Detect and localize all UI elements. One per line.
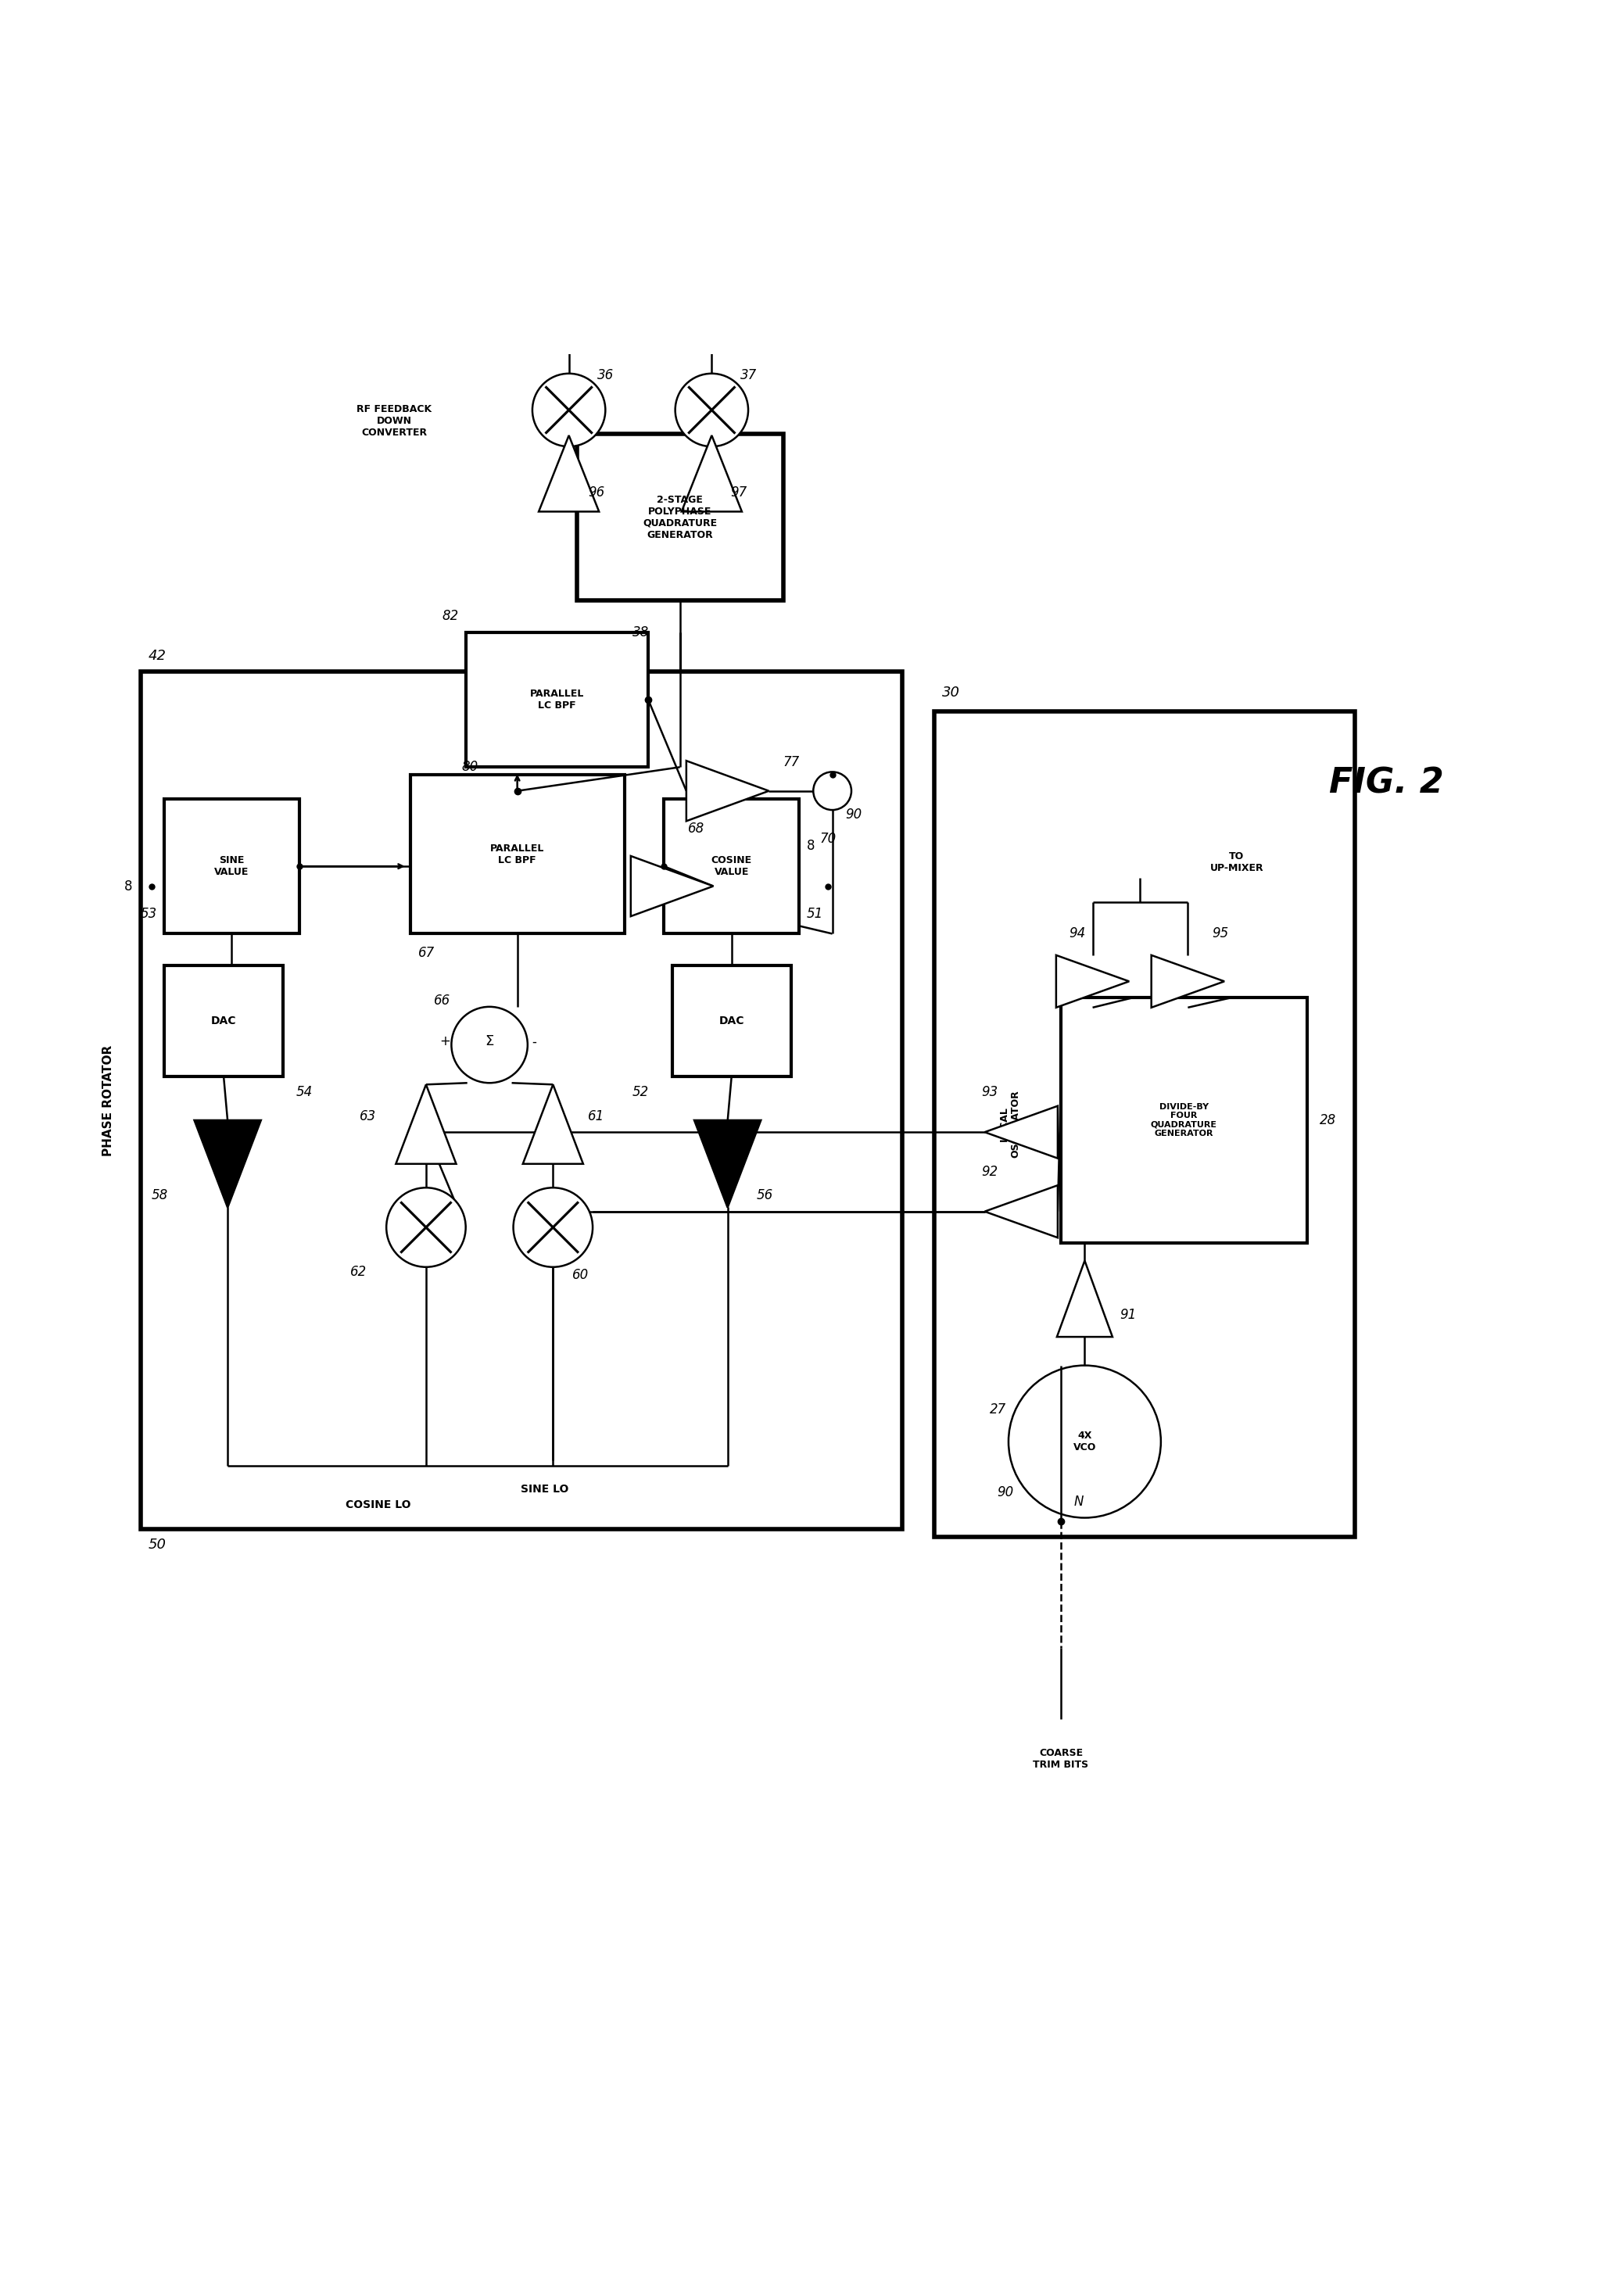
Polygon shape	[686, 760, 769, 822]
Bar	[665, 799, 799, 934]
Text: 66: 66	[435, 994, 451, 1008]
Text: 4X
VCO: 4X VCO	[1074, 1430, 1096, 1453]
Text: 95: 95	[1211, 928, 1229, 941]
Polygon shape	[523, 1084, 583, 1164]
Text: 37: 37	[740, 367, 757, 381]
Text: RF FEEDBACK
DOWN
CONVERTER: RF FEEDBACK DOWN CONVERTER	[356, 404, 431, 439]
Polygon shape	[1056, 955, 1130, 1008]
Text: SINE
VALUE: SINE VALUE	[214, 856, 249, 877]
Text: $\Sigma$: $\Sigma$	[484, 1035, 494, 1049]
Text: +: +	[439, 1035, 451, 1049]
Polygon shape	[984, 1107, 1058, 1157]
Circle shape	[676, 374, 748, 445]
Bar	[1061, 996, 1307, 1242]
Polygon shape	[631, 856, 713, 916]
Text: 2-STAGE
POLYPHASE
QUADRATURE
GENERATOR: 2-STAGE POLYPHASE QUADRATURE GENERATOR	[642, 494, 718, 540]
Text: SINE LO: SINE LO	[521, 1483, 569, 1495]
Circle shape	[813, 771, 852, 810]
Text: 30: 30	[941, 687, 960, 700]
Text: -: -	[532, 1035, 537, 1049]
Text: PHASE ROTATOR: PHASE ROTATOR	[102, 1045, 115, 1155]
Text: 53: 53	[141, 907, 157, 921]
Text: DIVIDE-BY
FOUR
QUADRATURE
GENERATOR: DIVIDE-BY FOUR QUADRATURE GENERATOR	[1151, 1102, 1218, 1139]
Text: LOCAL
OSCILLATOR: LOCAL OSCILLATOR	[999, 1091, 1021, 1157]
Text: DAC: DAC	[719, 1015, 745, 1026]
Polygon shape	[694, 1120, 761, 1208]
Text: 93: 93	[981, 1086, 999, 1100]
Polygon shape	[195, 1120, 260, 1208]
Circle shape	[451, 1006, 527, 1084]
Polygon shape	[984, 1185, 1058, 1238]
Text: DAC: DAC	[211, 1015, 237, 1026]
Text: 42: 42	[149, 650, 166, 664]
Bar	[933, 712, 1355, 1536]
Text: COSINE LO: COSINE LO	[345, 1499, 411, 1511]
Text: 94: 94	[1069, 928, 1085, 941]
Text: 68: 68	[687, 822, 705, 836]
Text: 63: 63	[360, 1109, 376, 1123]
Text: 60: 60	[572, 1267, 588, 1281]
Text: 51: 51	[807, 907, 823, 921]
Text: 8: 8	[807, 838, 815, 854]
Text: 61: 61	[588, 1109, 604, 1123]
Text: 28: 28	[1320, 1114, 1336, 1127]
Text: 52: 52	[633, 1086, 649, 1100]
Text: PARALLEL
LC BPF: PARALLEL LC BPF	[491, 843, 545, 866]
Text: 77: 77	[783, 755, 799, 769]
Text: 50: 50	[149, 1538, 166, 1552]
Text: N: N	[1074, 1495, 1083, 1508]
Text: 54: 54	[296, 1086, 313, 1100]
Text: 92: 92	[981, 1164, 999, 1178]
Circle shape	[513, 1187, 593, 1267]
Text: TO
UP-MIXER: TO UP-MIXER	[1210, 852, 1264, 872]
Text: 62: 62	[350, 1265, 366, 1279]
Text: 97: 97	[730, 484, 748, 501]
Polygon shape	[396, 1084, 455, 1164]
Circle shape	[387, 1187, 465, 1267]
Bar	[673, 967, 791, 1077]
Text: 90: 90	[845, 808, 861, 822]
Text: FIG. 2: FIG. 2	[1330, 767, 1443, 799]
Text: 70: 70	[820, 831, 836, 845]
Polygon shape	[1151, 955, 1224, 1008]
Circle shape	[1008, 1366, 1160, 1518]
Text: PARALLEL
LC BPF: PARALLEL LC BPF	[531, 689, 585, 709]
Text: 91: 91	[1120, 1309, 1136, 1322]
Bar	[165, 799, 299, 934]
Text: 80: 80	[462, 760, 478, 774]
Circle shape	[532, 374, 606, 445]
Text: 67: 67	[419, 946, 435, 960]
Text: 82: 82	[443, 608, 459, 625]
Text: 96: 96	[588, 484, 604, 501]
Bar	[577, 434, 783, 602]
Text: 56: 56	[756, 1189, 773, 1203]
Bar	[411, 776, 625, 934]
Text: 38: 38	[633, 625, 649, 638]
Text: 36: 36	[598, 367, 614, 381]
Bar	[165, 967, 283, 1077]
Text: 8: 8	[125, 879, 133, 893]
Polygon shape	[1056, 1261, 1112, 1336]
Polygon shape	[682, 436, 741, 512]
Text: 27: 27	[989, 1403, 1007, 1417]
Text: COSINE
VALUE: COSINE VALUE	[711, 856, 753, 877]
Text: COARSE
TRIM BITS: COARSE TRIM BITS	[1032, 1747, 1088, 1770]
Bar	[141, 673, 903, 1529]
Polygon shape	[539, 436, 599, 512]
Bar	[465, 631, 649, 767]
Text: 58: 58	[152, 1189, 168, 1203]
Text: 90: 90	[997, 1486, 1015, 1499]
